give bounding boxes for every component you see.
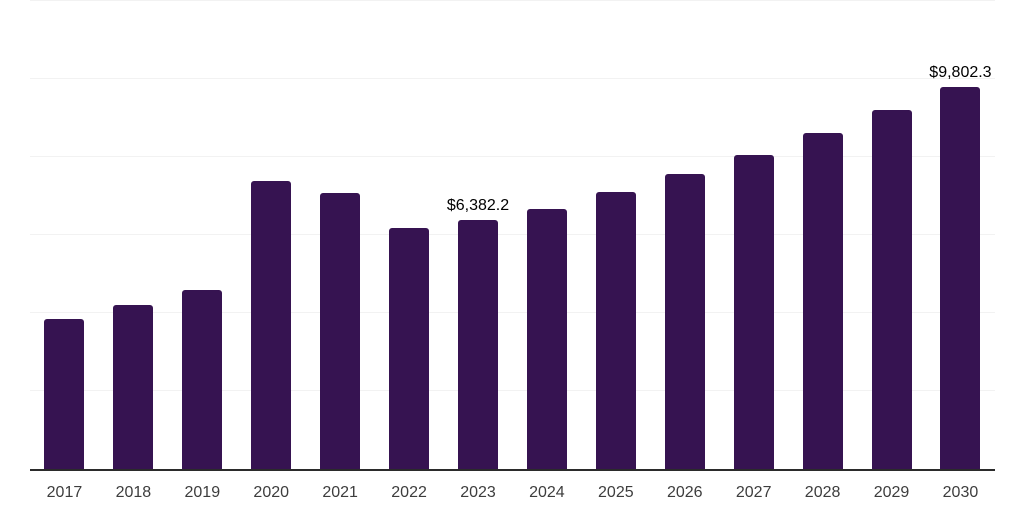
bar-slot-2022 [375, 1, 444, 469]
gridline [30, 156, 995, 158]
x-axis: 2017 2018 2019 2020 2021 2022 2023 2024 2025 2026… [30, 484, 995, 502]
gridline [30, 234, 995, 235]
gridline [30, 78, 995, 79]
bar-2025[interactable] [595, 192, 636, 469]
bar-slot-2023: $6,382.2 [444, 1, 513, 469]
bar-2018[interactable] [113, 305, 154, 469]
x-tick-2025: 2025 [598, 484, 634, 501]
x-tick-2018: 2018 [115, 484, 152, 501]
plot-area: $6,382.2 $9,802.3 [30, 0, 995, 471]
bar-slot-2026 [650, 1, 719, 469]
bar-value-label-2023: $6,382.2 [446, 197, 510, 215]
bar-slot-2029 [857, 1, 926, 469]
x-tick-2028: 2028 [804, 484, 841, 501]
x-tick-2020: 2020 [253, 484, 290, 501]
bar-slot-2027 [719, 1, 788, 469]
bar-2028[interactable] [802, 133, 843, 469]
bar-2027[interactable] [733, 155, 774, 469]
bar-2022[interactable] [389, 227, 430, 469]
gridline [30, 0, 995, 1]
x-tick-2019: 2019 [184, 484, 221, 501]
x-tick-2024: 2024 [529, 484, 565, 501]
bar-slot-2028 [788, 1, 857, 469]
bar-2017[interactable] [44, 319, 85, 469]
bar-2030[interactable] [940, 86, 981, 469]
x-axis-line [30, 469, 995, 471]
gridline [30, 390, 995, 392]
bar-slot-2021 [306, 1, 375, 469]
bar-2021[interactable] [320, 193, 361, 469]
bar-slot-2030: $9,802.3 [926, 1, 995, 469]
bar-2019[interactable] [182, 290, 223, 469]
bar-2026[interactable] [664, 173, 705, 469]
bar-slot-2024 [512, 1, 581, 469]
gridline [30, 312, 995, 314]
bar-slot-2025 [581, 1, 650, 469]
bar-slot-2020 [237, 1, 306, 469]
x-tick-2030: 2030 [942, 484, 979, 501]
bar-2020[interactable] [251, 181, 292, 469]
bar-2023[interactable] [457, 220, 498, 469]
x-tick-2029: 2029 [873, 484, 910, 501]
bar-2029[interactable] [871, 110, 912, 469]
x-tick-2023: 2023 [460, 484, 496, 501]
x-tick-2017: 2017 [46, 484, 83, 501]
x-tick-2026: 2026 [666, 484, 703, 501]
bar-slot-2017 [30, 1, 99, 469]
bar-slot-2019 [168, 1, 237, 469]
x-tick-2022: 2022 [391, 484, 427, 501]
bar-slot-2018 [99, 1, 168, 469]
bar-2024[interactable] [526, 209, 567, 469]
bars: $6,382.2 $9,802.3 [30, 1, 995, 469]
x-tick-2021: 2021 [322, 484, 358, 501]
bar-value-label-2030: $9,802.3 [929, 63, 992, 81]
x-tick-2027: 2027 [735, 484, 772, 501]
